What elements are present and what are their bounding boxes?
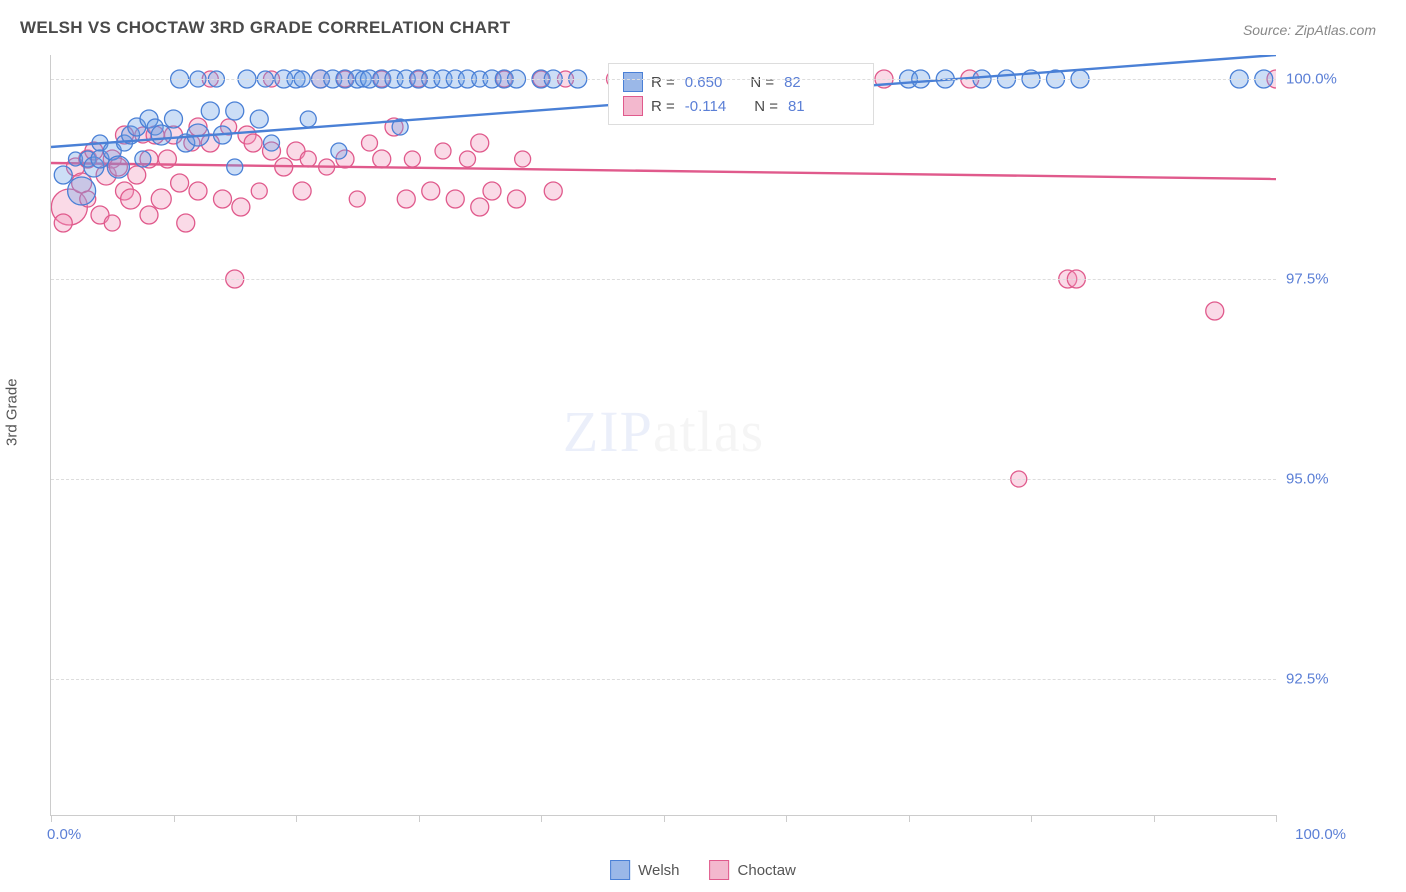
point-welsh bbox=[300, 111, 316, 127]
chart-svg bbox=[51, 55, 1276, 815]
point-welsh bbox=[331, 143, 347, 159]
point-choctaw bbox=[171, 174, 189, 192]
point-welsh bbox=[151, 125, 171, 145]
stat-swatch-choctaw bbox=[623, 96, 643, 116]
point-welsh bbox=[68, 177, 96, 205]
point-choctaw bbox=[362, 135, 378, 151]
x-tick bbox=[419, 815, 420, 822]
stat-row-choctaw: R = -0.114 N = 81 bbox=[623, 94, 859, 118]
point-choctaw bbox=[544, 182, 562, 200]
grid-line bbox=[51, 479, 1276, 480]
point-welsh bbox=[250, 110, 268, 128]
point-choctaw bbox=[293, 182, 311, 200]
point-choctaw bbox=[460, 151, 476, 167]
x-label-right: 100.0% bbox=[1295, 826, 1346, 843]
point-choctaw bbox=[435, 143, 451, 159]
point-choctaw bbox=[1206, 302, 1224, 320]
point-choctaw bbox=[104, 215, 120, 231]
legend-swatch-welsh bbox=[610, 860, 630, 880]
stat-row-welsh: R = 0.650 N = 82 bbox=[623, 70, 859, 94]
point-choctaw bbox=[404, 151, 420, 167]
legend-swatch-choctaw bbox=[710, 860, 730, 880]
point-choctaw bbox=[515, 151, 531, 167]
legend-label-welsh: Welsh bbox=[638, 862, 679, 879]
stat-r-value-welsh: 0.650 bbox=[685, 74, 723, 91]
x-tick bbox=[1031, 815, 1032, 822]
grid-line bbox=[51, 279, 1276, 280]
x-label-left: 0.0% bbox=[47, 826, 81, 843]
source-label: Source: ZipAtlas.com bbox=[1243, 22, 1376, 38]
legend-item-welsh: Welsh bbox=[610, 860, 679, 880]
stat-r-value-choctaw: -0.114 bbox=[685, 98, 726, 115]
point-choctaw bbox=[232, 198, 250, 216]
point-choctaw bbox=[471, 198, 489, 216]
point-choctaw bbox=[471, 134, 489, 152]
legend-item-choctaw: Choctaw bbox=[710, 860, 796, 880]
stat-n-value-choctaw: 81 bbox=[788, 98, 805, 115]
x-tick bbox=[909, 815, 910, 822]
stat-r-label-choctaw: R = bbox=[651, 98, 675, 115]
point-choctaw bbox=[140, 206, 158, 224]
point-choctaw bbox=[300, 151, 316, 167]
x-tick bbox=[786, 815, 787, 822]
y-tick-label: 97.5% bbox=[1286, 271, 1366, 288]
stat-n-label-choctaw: N = bbox=[754, 98, 778, 115]
stat-legend-box: R = 0.650 N = 82 R = -0.114 N = 81 bbox=[608, 63, 874, 125]
stat-swatch-welsh bbox=[623, 72, 643, 92]
point-choctaw bbox=[54, 214, 72, 232]
point-welsh bbox=[54, 166, 72, 184]
point-welsh bbox=[201, 102, 219, 120]
point-choctaw bbox=[397, 190, 415, 208]
point-choctaw bbox=[251, 183, 267, 199]
point-choctaw bbox=[121, 189, 141, 209]
x-tick bbox=[1154, 815, 1155, 822]
point-choctaw bbox=[483, 182, 501, 200]
point-welsh bbox=[227, 159, 243, 175]
point-choctaw bbox=[214, 190, 232, 208]
point-welsh bbox=[226, 102, 244, 120]
legend-label-choctaw: Choctaw bbox=[738, 862, 796, 879]
point-choctaw bbox=[508, 190, 526, 208]
bottom-legend: Welsh Choctaw bbox=[610, 860, 796, 880]
y-tick-label: 92.5% bbox=[1286, 671, 1366, 688]
point-choctaw bbox=[422, 182, 440, 200]
point-choctaw bbox=[189, 182, 207, 200]
stat-r-label-welsh: R = bbox=[651, 74, 675, 91]
x-tick bbox=[541, 815, 542, 822]
point-choctaw bbox=[151, 189, 171, 209]
point-choctaw bbox=[177, 214, 195, 232]
x-tick bbox=[1276, 815, 1277, 822]
chart-title: WELSH VS CHOCTAW 3RD GRADE CORRELATION C… bbox=[20, 18, 510, 38]
grid-line bbox=[51, 79, 1276, 80]
point-welsh bbox=[107, 156, 129, 178]
point-welsh bbox=[165, 110, 183, 128]
y-axis-title: 3rd Grade bbox=[4, 378, 21, 446]
x-tick bbox=[664, 815, 665, 822]
stat-n-value-welsh: 82 bbox=[784, 74, 801, 91]
y-tick-label: 100.0% bbox=[1286, 71, 1366, 88]
stat-n-label-welsh: N = bbox=[750, 74, 774, 91]
point-choctaw bbox=[244, 134, 262, 152]
point-choctaw bbox=[128, 166, 146, 184]
grid-line bbox=[51, 679, 1276, 680]
x-tick bbox=[174, 815, 175, 822]
point-welsh bbox=[264, 135, 280, 151]
y-tick-label: 95.0% bbox=[1286, 471, 1366, 488]
plot-area: ZIPatlas R = 0.650 N = 82 R = -0.114 N =… bbox=[50, 55, 1276, 816]
point-choctaw bbox=[446, 190, 464, 208]
x-tick bbox=[51, 815, 52, 822]
point-welsh bbox=[135, 151, 151, 167]
point-choctaw bbox=[349, 191, 365, 207]
point-choctaw bbox=[373, 150, 391, 168]
x-tick bbox=[296, 815, 297, 822]
